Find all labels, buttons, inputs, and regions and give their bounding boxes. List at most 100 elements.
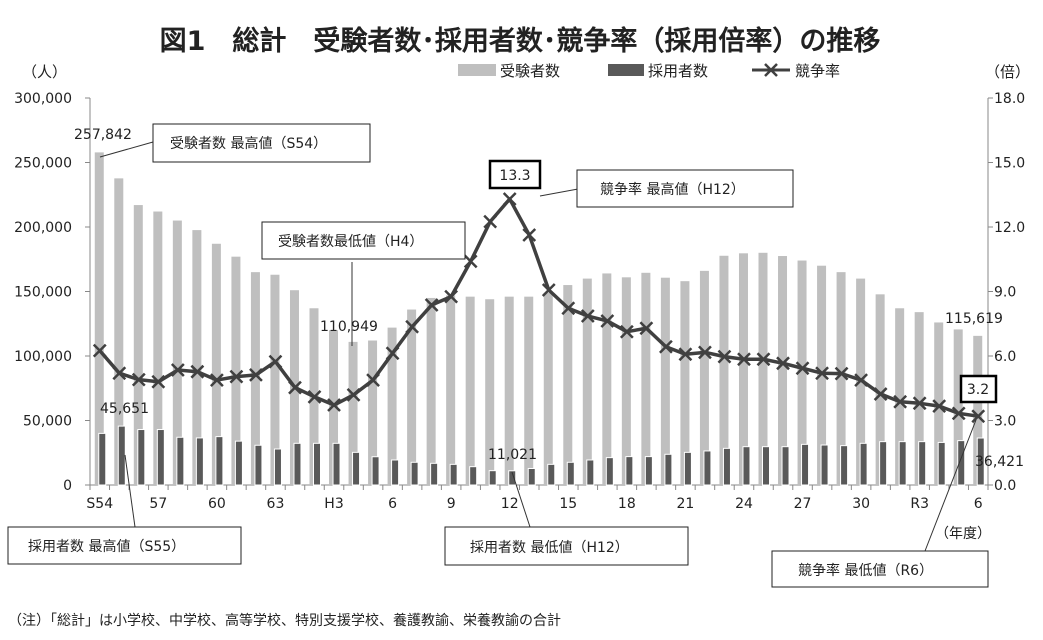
ratio-max-label: 競争率 最高値（H12） [600,181,745,198]
leader-line [99,141,154,158]
bar-applicants [973,335,983,485]
point-ratio [951,406,966,421]
x-tick-label: 57 [149,496,167,512]
point-ratio [229,369,244,384]
chart-title: 図1 総計 受験者数･採用者数･競争率（採用倍率）の推移 [160,25,881,57]
bar-applicants [680,281,690,485]
bar-hires [156,429,165,486]
bar-applicants [934,322,944,485]
point-ratio [854,373,868,387]
bar-hires [801,443,810,486]
x-tick-label: 9 [447,496,456,512]
legend-swatch-applicants [458,64,496,76]
annotation-box [444,526,689,566]
point-ratio [268,354,283,369]
point-ratio [151,374,166,389]
x-tick-label: S54 [86,496,113,512]
bar-hires [879,441,888,486]
leader-line [124,454,136,528]
point-ratio [873,387,888,401]
bar-hires [508,470,517,486]
x-tick-label: 63 [267,496,285,512]
x-tick-label: 24 [735,496,753,512]
bar-hires [469,466,478,486]
bar-applicants [348,341,358,485]
point-ratio [580,309,595,323]
bar-hires [547,463,556,486]
point-ratio [756,352,771,367]
bar-hires [840,445,849,486]
applicants-min-label: 受験者数最低値（H4） [278,234,423,250]
legend: 受験者数 採用者数 競争率 [458,62,840,80]
point-ratio [678,347,693,362]
bar-applicants [914,312,924,485]
bar-applicants [895,308,905,485]
point-ratio [698,345,712,360]
applicants-max-value: 257,842 [74,127,132,143]
line-ratio [98,197,979,418]
leader-line [539,188,579,197]
point-ratio [815,366,829,381]
applicants-last-value: 115,619 [945,311,1003,327]
annotation-box [771,550,989,588]
bar-hires [117,425,126,486]
right-tick-label: 0.0 [994,478,1016,494]
x-tick-label: 6 [388,496,397,512]
point-ratio [346,388,361,402]
right-axis-unit: （倍） [985,63,1030,81]
x-tick-label: 27 [794,496,812,512]
x-tick-label: R3 [910,496,929,512]
bar-hires [352,451,361,486]
bar-applicants [699,270,709,485]
bar-applicants [446,295,456,485]
bar-applicants [368,340,378,485]
bar-applicants [250,272,260,485]
ratio-max-box [488,159,542,190]
ratio-min-value: 3.2 [967,382,989,398]
bar-applicants [270,274,280,485]
bar-hires [293,442,302,486]
bar-hires [664,453,673,486]
bar-applicants [602,273,612,485]
bar-applicants [192,230,202,485]
hires-max-value: 45,651 [100,401,149,417]
bar-hires [976,437,985,486]
point-ratio [327,398,341,412]
annotation-box [261,221,466,260]
hires-max-label: 採用者数 最高値（S55） [28,538,185,555]
applicants-min-value: 110,949 [320,319,378,335]
bar-hires [254,444,263,486]
bar-applicants [953,329,963,485]
bar-applicants [563,285,573,485]
bar-applicants [172,220,182,486]
point-ratio [288,380,302,395]
leader-line [511,471,531,528]
bar-hires [781,446,790,486]
point-ratio [522,228,537,242]
bar-hires [313,442,321,486]
point-ratio [444,289,459,304]
annotations: 257,842 受験者数 最高値（S54） 13.3 競争率 最高値（H12） … [7,123,1024,588]
bar-applicants [485,299,495,485]
bar-applicants [641,272,651,485]
point-ratio [912,396,927,411]
bar-hires [449,463,458,486]
left-tick-label: 50,000 [23,414,72,430]
legend-marker-ratio [764,63,778,77]
annotation-box [7,526,242,565]
left-tick-label: 200,000 [14,220,72,236]
bar-hires [820,444,829,486]
point-ratio [541,283,556,297]
bar-applicants [758,252,768,485]
point-ratio [92,343,107,358]
footnote: （注）「総計」は小学校、中学校、高等学校、特別支援学校、養護教諭、栄養教諭の合計 [8,612,561,629]
point-ratio [307,389,322,404]
bar-applicants [524,296,534,485]
x-tick-label: H3 [324,496,343,512]
bar-hires [918,441,927,486]
bar-applicants [621,277,631,485]
applicants-max-label: 受験者数 最高値（S54） [170,135,327,152]
point-ratio [424,298,439,312]
right-tick-label: 3.0 [994,414,1016,430]
left-tick-label: 150,000 [14,285,72,301]
